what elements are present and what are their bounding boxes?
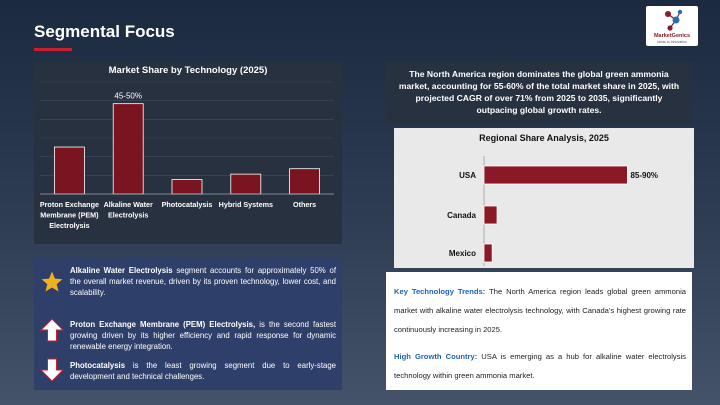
bar-5 (289, 168, 321, 195)
technology-share-chart: Proton Exchange Membrane (PEM) Electrolysi… (40, 81, 334, 230)
notes-panel: Key Technology Trends: The North America… (386, 272, 692, 390)
regional-share-chart: USA 85-90% Canada Mexico (447, 156, 658, 266)
category-label: Photocatalysis (162, 200, 213, 209)
category-label: Proton Exchange Membrane (PEM) Electrolysi… (40, 200, 99, 230)
data-label: 45-50% (114, 92, 142, 101)
note-high-growth: High Growth Country: USA is emerging as … (394, 352, 686, 380)
category-label: Canada (447, 211, 476, 220)
logo-tagline: Ideas to Innovation (657, 40, 687, 44)
company-logo: MarketGenics Ideas to Innovation (646, 6, 698, 46)
molecule-icon (665, 9, 683, 31)
bar-2 (112, 103, 144, 195)
headline-panel: The North America region dominates the g… (386, 62, 692, 124)
category-label: USA (459, 171, 476, 180)
data-label: 85-90% (630, 171, 658, 180)
bar-canada (483, 205, 498, 225)
bullet-pem: Proton Exchange Membrane (PEM) Electroly… (70, 320, 336, 351)
segment-insights-panel: Alkaline Water Electrolysis segment acco… (34, 258, 342, 390)
category-label: Hybrid Systems (219, 200, 273, 209)
star-icon (41, 271, 63, 292)
note-key-trends: Key Technology Trends: The North America… (394, 287, 686, 334)
chart2-title: Regional Share Analysis, 2025 (479, 133, 609, 143)
bar-4 (230, 173, 262, 195)
bar-usa (483, 165, 628, 185)
category-label: Alkaline Water Electrolysis (104, 200, 153, 220)
chart1-title: Market Share by Technology (2025) (108, 65, 268, 76)
slide-title: Segmental Focus (34, 22, 175, 41)
title-underline (34, 48, 72, 51)
technology-share-panel: Market Share by Technology (2025) Proton… (34, 62, 342, 244)
bar-mexico (483, 243, 493, 263)
bar-3 (171, 179, 203, 195)
arrow-up-icon (40, 318, 64, 342)
bullet-alkaline: Alkaline Water Electrolysis segment acco… (70, 266, 336, 297)
logo-name: MarketGenics (653, 33, 691, 39)
bar-1 (53, 146, 85, 195)
category-label: Mexico (449, 249, 476, 258)
bullet-photocatalysis: Photocatalysis is the least growing segm… (70, 361, 336, 381)
category-label: Others (293, 200, 316, 209)
headline-text: The North America region dominates the g… (398, 69, 680, 115)
arrow-down-icon (40, 358, 64, 382)
regional-share-panel: Regional Share Analysis, 2025 USA 85-90% C… (394, 128, 694, 268)
